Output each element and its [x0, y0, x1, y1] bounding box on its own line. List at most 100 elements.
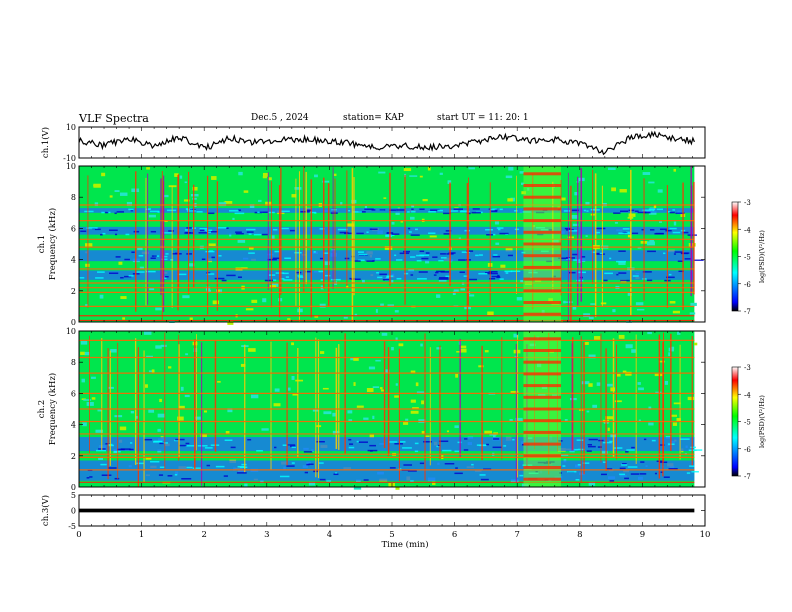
ch1-spectrogram-blue-speckle: [459, 271, 465, 273]
ch1-spectrogram-blue-speckle: [609, 257, 612, 260]
ch2-spectrogram-blue-speckle: [464, 438, 468, 440]
ch2-spectrogram-blue-speckle: [692, 449, 703, 451]
ch1-spectrogram-blue-speckle: [410, 256, 416, 258]
ch1-spectrogram-speckle: [460, 288, 465, 291]
ch1-spectrogram-blue-speckle: [492, 255, 501, 258]
ch2-spectrogram-blue-speckle: [455, 467, 458, 469]
ch2-spectrogram-blue-speckle: [237, 465, 245, 468]
ch1-spectrogram-blue-speckle: [613, 212, 621, 214]
ch1-spectrogram-speckle: [218, 202, 227, 207]
ch1-spectrogram-blue-speckle: [162, 232, 173, 234]
ch1-spectrogram-speckle: [149, 288, 155, 291]
ch1-spectrogram-blue-speckle: [128, 275, 134, 277]
ch2-spectrogram-speckle: [80, 351, 85, 355]
ch2-spectrogram-blue-speckle: [153, 440, 163, 443]
ch2-spectrogram-speckle: [185, 353, 188, 356]
ch1-spectrogram-blue-speckle: [364, 208, 374, 210]
ch1-spectrogram-blue-speckle: [673, 253, 677, 255]
ch2-spectrogram-speckle: [410, 399, 416, 403]
ch2-spectrogram-speckle: [225, 431, 230, 435]
ch1-spectrogram-speckle: [163, 194, 169, 198]
ch1-spectrogram-speckle: [614, 221, 618, 224]
ch2-spectrogram-ytick-label: 8: [71, 358, 76, 367]
ch2-spectrogram-speckle: [594, 336, 601, 340]
ch2-spectrogram-speckle: [295, 379, 304, 382]
ch1-spectrogram-speckle: [690, 302, 697, 306]
ch1-spectrogram-blue-speckle: [274, 250, 280, 253]
ch1-spectrogram-speckle: [607, 167, 616, 170]
ch1-spectrogram-blue-speckle: [226, 274, 236, 277]
ch2-spectrogram-speckle: [244, 483, 248, 487]
ch1-spectrogram-speckle: [94, 202, 99, 207]
ch1-spectrogram-blue-speckle: [440, 257, 447, 259]
ch1-spectrogram-blue-speckle: [79, 277, 85, 279]
ch1-spectrogram-speckle: [494, 221, 499, 225]
ch2-spectrogram-speckle: [637, 382, 641, 385]
ch1-spectrogram-blue-speckle: [674, 251, 684, 253]
ch1-spectrogram-speckle: [600, 302, 607, 305]
ch2-spectrogram-colorbar: [731, 366, 739, 477]
ch1-spectrogram-blue-speckle: [660, 228, 668, 231]
ch1-spectrogram-blue-speckle: [281, 227, 289, 230]
ch2-spectrogram-speckle: [616, 373, 621, 377]
ch2-spectrogram-speckle: [178, 405, 185, 409]
ch2-spectrogram-blue-speckle: [656, 460, 664, 463]
ch2-spectrogram-speckle: [394, 395, 400, 398]
ch1-spectrogram-blue-speckle: [514, 228, 520, 231]
x-axis-label: Time (min): [381, 539, 428, 550]
ch2-spectrogram-blue-speckle: [179, 444, 187, 447]
ch1-spectrogram-speckle: [238, 171, 243, 176]
ch2-spectrogram-blue-speckle: [512, 438, 515, 441]
ch1-spectrogram-blue-speckle: [318, 270, 325, 273]
ch2-spectrogram-blue-speckle: [668, 468, 678, 470]
ch2-spectrogram-speckle: [322, 387, 329, 390]
ch1-spectrogram-blue-speckle: [618, 232, 625, 235]
ch1-spectrogram-speckle: [251, 299, 258, 303]
ch1-spectrogram-blue-speckle: [443, 212, 451, 215]
ch2-spectrogram-blue-speckle: [419, 462, 425, 465]
ch1-spectrogram-blue-speckle: [206, 273, 215, 275]
ch2-spectrogram-colorbar-label: log(PSD)(V²/Hz): [758, 395, 766, 448]
ch1-spectrogram-blue-speckle: [663, 252, 666, 255]
ch1-spectrogram-speckle: [653, 204, 657, 209]
ch2-spectrogram-speckle: [638, 419, 641, 422]
ch2-spectrogram-blue-speckle: [108, 444, 114, 447]
ch1-spectrogram-colorbar-tick-label: -7: [744, 308, 751, 316]
ch2-spectrogram-blue-speckle: [274, 446, 277, 449]
ch1-spectrogram-blue-speckle: [665, 229, 672, 232]
x-tick-label: 1: [139, 530, 144, 540]
ch2-spectrogram-speckle: [592, 404, 598, 408]
ch1-spectrogram-speckle: [400, 220, 404, 223]
ch2-spectrogram-blue-speckle: [602, 441, 612, 444]
ch1-spectrogram-blue-speckle: [443, 233, 451, 235]
ch2-spectrogram-speckle: [155, 345, 162, 349]
ch1-spectrogram-blue-speckle: [221, 279, 227, 282]
ch2-spectrogram-speckle: [676, 418, 681, 422]
ch2-spectrogram-blue-speckle: [492, 446, 502, 449]
ch1-spectrogram-blue-speckle: [207, 212, 215, 215]
ch1-spectrogram-blue-speckle: [285, 276, 289, 278]
ch1-spectrogram-speckle: [612, 309, 616, 313]
ch2-spectrogram-colorbar-tick-label: -3: [744, 364, 751, 372]
ch1-spectrogram-speckle: [114, 190, 120, 192]
ch2-spectrogram-blue-speckle: [358, 441, 368, 443]
ch1-spectrogram-blue-speckle: [568, 230, 578, 232]
ch1-spectrogram-blue-speckle: [637, 211, 647, 214]
ch1-spectrogram-blue-speckle: [596, 227, 606, 230]
ch1-spectrogram-blue-speckle: [677, 260, 683, 263]
ch2-spectrogram-blue-speckle: [606, 468, 613, 470]
ch2-spectrogram-blue-speckle: [215, 465, 225, 468]
ch1-spectrogram-blue-speckle: [642, 209, 652, 211]
ch1-spectrogram-blue-speckle: [563, 210, 571, 212]
ch2-spectrogram-speckle: [353, 486, 362, 490]
ch2-spectrogram-burst-line: [523, 407, 562, 411]
ch2-spectrogram-blue-speckle: [326, 480, 332, 482]
ch2-spectrogram-blue-speckle: [689, 465, 695, 467]
ch1-spectrogram-blue-speckle: [631, 232, 639, 235]
ch2-spectrogram-speckle: [95, 429, 103, 433]
ch1-spectrogram-burst-line: [523, 312, 562, 316]
ch2-spectrogram-blue-speckle: [402, 447, 412, 449]
ch1-spectrogram-blue-speckle: [235, 231, 242, 233]
ch2-spectrogram-speckle: [484, 430, 493, 434]
